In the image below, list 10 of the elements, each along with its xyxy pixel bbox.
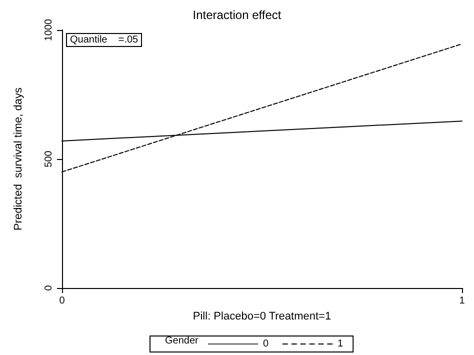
legend-label: 0 [263,338,269,350]
y-axis-title: Predicted survival time, days [12,86,24,231]
chart-title: Interaction effect [192,8,282,22]
y-tick-label: 0 [44,284,54,291]
legend-label: 1 [338,338,344,350]
legend-title: Gender [165,336,200,346]
y-tick-label: 1000 [44,18,54,42]
x-axis-title: Pill: Placebo=0 Treatment=1 [192,310,332,322]
y-tick-label: 500 [44,150,54,168]
annotation: Quantile =.05 [70,34,139,46]
